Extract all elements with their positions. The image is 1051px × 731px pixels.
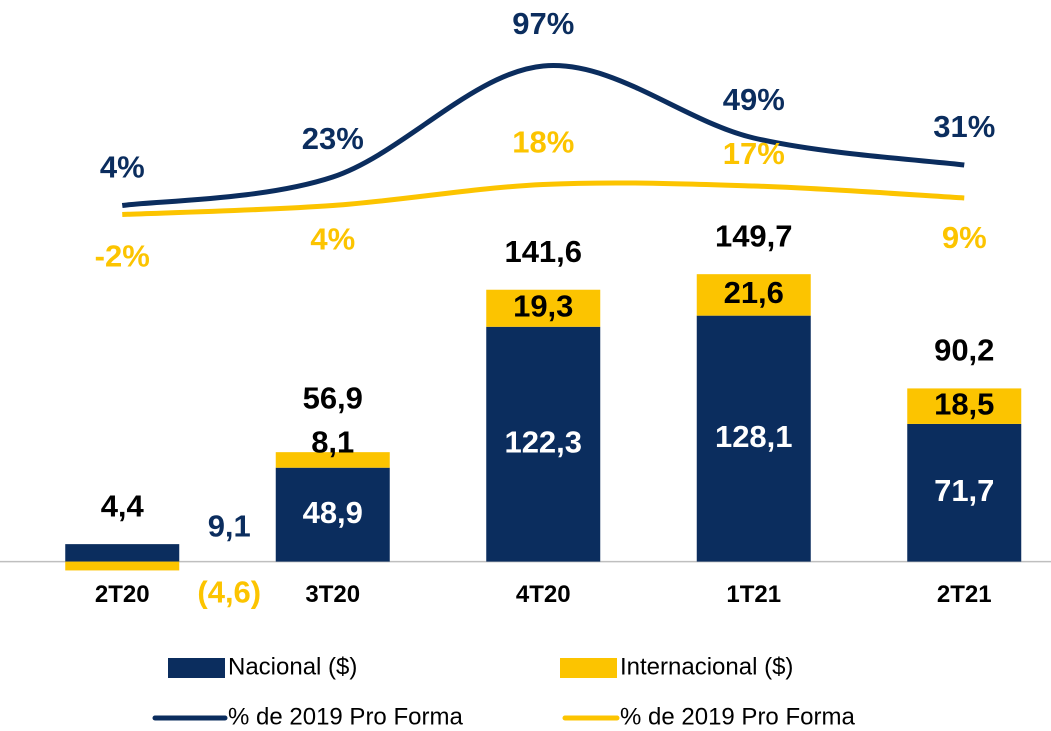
total-label: 141,6 <box>504 234 582 269</box>
line-label: 9% <box>942 220 987 255</box>
legend-swatch <box>560 658 617 678</box>
line <box>122 180 965 217</box>
value-label: 48,9 <box>303 495 363 530</box>
value-label: 128,1 <box>715 419 793 454</box>
legend-swatch <box>168 658 225 678</box>
legend-label: % de 2019 Pro Forma <box>228 703 463 730</box>
line-label: 17% <box>723 136 785 171</box>
line-label: 4% <box>310 222 355 257</box>
legend-label: % de 2019 Pro Forma <box>620 703 855 730</box>
line-label: 23% <box>302 121 364 156</box>
line-label: 18% <box>512 125 574 160</box>
line-label: -2% <box>95 239 150 274</box>
bar-segment <box>65 561 180 571</box>
x-tick-label: 1T21 <box>726 581 781 608</box>
total-label: 56,9 <box>303 380 363 415</box>
x-tick-label: 2T21 <box>937 581 992 608</box>
bar-segment <box>486 289 601 327</box>
value-label: 19,3 <box>513 288 573 323</box>
line-label: 49% <box>723 82 785 117</box>
x-tick-label: 2T20 <box>95 581 150 608</box>
bar-segment <box>275 467 390 562</box>
bar-segment <box>696 315 811 562</box>
legend-label: Nacional ($) <box>228 653 357 680</box>
bar-segment <box>907 388 1022 424</box>
legend-label: Internacional ($) <box>620 653 793 680</box>
bar-segment <box>275 452 390 468</box>
value-label: 9,1 <box>208 508 251 543</box>
value-label: 21,6 <box>724 275 784 310</box>
total-label: 4,4 <box>101 488 145 523</box>
value-label: (4,6) <box>197 575 261 610</box>
line-label: 97% <box>512 6 574 41</box>
value-label: 71,7 <box>934 473 994 508</box>
x-tick-label: 3T20 <box>305 581 360 608</box>
line-label: 31% <box>933 109 995 144</box>
value-label: 18,5 <box>934 386 994 421</box>
line <box>121 63 965 208</box>
line-label: 4% <box>100 150 145 185</box>
bar-segment <box>907 423 1022 562</box>
value-label: 122,3 <box>504 424 582 459</box>
bar-segment <box>65 544 180 562</box>
bar-segment <box>486 326 601 562</box>
x-tick-label: 4T20 <box>516 581 571 608</box>
bar-segment <box>696 274 811 316</box>
total-label: 149,7 <box>715 218 793 253</box>
total-label: 90,2 <box>934 333 994 368</box>
value-label: 8,1 <box>311 424 354 459</box>
